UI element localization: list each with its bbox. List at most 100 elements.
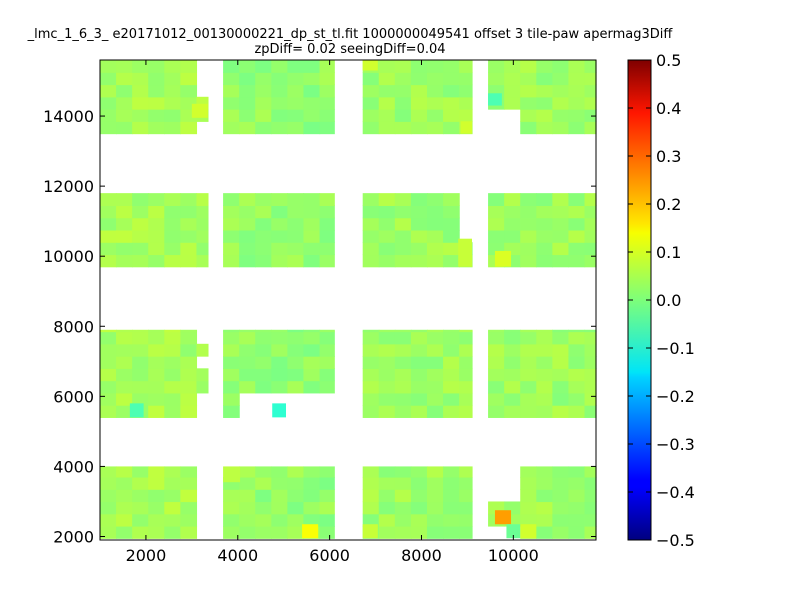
heatmap-cell-highlight xyxy=(458,238,472,267)
heatmap-cell xyxy=(239,109,256,122)
heatmap-cell xyxy=(410,489,428,503)
heatmap-cell xyxy=(584,72,597,86)
heatmap-cell xyxy=(394,242,412,256)
heatmap-cell xyxy=(132,466,149,478)
heatmap-cell xyxy=(196,193,209,206)
heatmap-cell xyxy=(239,329,256,333)
heatmap-cell xyxy=(116,489,133,503)
heatmap-cell xyxy=(180,121,198,135)
plot-frame xyxy=(99,59,597,541)
heatmap-cell xyxy=(504,72,521,86)
heatmap-cell xyxy=(303,217,321,231)
heatmap-cell xyxy=(410,368,428,382)
heatmap-cell xyxy=(520,392,537,406)
heatmap-cell xyxy=(303,109,321,122)
heatmap-cell xyxy=(536,217,553,231)
heatmap-cell xyxy=(116,121,133,135)
heatmap-cell xyxy=(568,368,586,382)
heatmap-cell xyxy=(116,60,133,73)
heatmap-cell xyxy=(239,476,256,490)
heatmap-cell xyxy=(568,525,586,539)
heatmap-cell xyxy=(410,501,428,515)
heatmap-cell xyxy=(410,96,428,110)
heatmap-cell xyxy=(426,380,444,394)
heatmap-cell xyxy=(116,254,133,268)
heatmap-cell xyxy=(164,242,181,256)
heatmap-cell xyxy=(164,392,181,406)
heatmap-cell xyxy=(410,329,428,333)
heatmap-cell xyxy=(148,96,165,110)
heatmap-cell xyxy=(536,466,553,478)
heatmap-cell xyxy=(378,109,396,122)
heatmap-cell xyxy=(520,405,537,418)
heatmap-cell xyxy=(271,96,288,110)
heatmap-cell xyxy=(520,513,537,527)
heatmap-cell xyxy=(394,405,412,418)
heatmap-cell xyxy=(164,109,181,122)
heatmap-cell xyxy=(552,242,570,256)
heatmap-cell xyxy=(116,84,133,98)
heatmap-cell xyxy=(504,205,521,219)
heatmap-cell xyxy=(164,205,181,219)
heatmap-cell xyxy=(443,368,460,382)
heatmap-cell xyxy=(394,229,412,243)
heatmap-cell xyxy=(287,368,305,382)
heatmap-cell xyxy=(319,466,335,478)
heatmap-cell xyxy=(536,242,553,256)
heatmap-cell xyxy=(426,72,444,86)
heatmap-cell xyxy=(568,392,586,406)
heatmap-cell xyxy=(164,72,181,86)
heatmap-cell xyxy=(132,121,149,135)
heatmap-cell xyxy=(520,329,537,333)
heatmap-cell xyxy=(568,489,586,503)
heatmap-cell xyxy=(443,525,460,539)
heatmap-cell xyxy=(223,513,240,527)
heatmap-cell xyxy=(287,513,305,527)
heatmap-cell xyxy=(255,343,272,357)
heatmap-cell xyxy=(271,368,288,382)
heatmap-cell xyxy=(223,84,240,98)
heatmap-cell xyxy=(180,343,198,357)
heatmap-cell xyxy=(303,331,321,345)
heatmap-cell xyxy=(196,205,209,219)
heatmap-cell xyxy=(148,343,165,357)
heatmap-cell xyxy=(303,242,321,256)
heatmap-cell xyxy=(410,205,428,219)
heatmap-cell xyxy=(520,356,537,369)
chart-title: _lmc_1_6_3_ e20171012_00130000221_dp_st_… xyxy=(27,27,674,42)
heatmap-cell xyxy=(271,329,288,333)
heatmap-cell xyxy=(394,501,412,515)
heatmap-cell xyxy=(148,242,165,256)
heatmap-cell xyxy=(271,489,288,503)
heatmap-cell xyxy=(148,84,165,98)
heatmap-cell xyxy=(100,121,117,135)
heatmap-cell xyxy=(362,229,380,243)
heatmap-cell xyxy=(394,84,412,98)
heatmap-cell xyxy=(378,193,396,206)
heatmap-cell xyxy=(520,193,537,206)
heatmap-cell xyxy=(287,109,305,122)
x-tick-label: 2000 xyxy=(126,546,167,565)
heatmap-cell xyxy=(459,405,473,418)
heatmap-cell xyxy=(271,242,288,256)
heatmap-cell xyxy=(223,72,240,86)
heatmap-cell xyxy=(148,121,165,135)
heatmap-cell xyxy=(148,229,165,243)
heatmap-cell xyxy=(536,331,553,345)
heatmap-cell xyxy=(180,229,198,243)
heatmap-cell xyxy=(287,254,305,268)
heatmap-cell xyxy=(568,513,586,527)
heatmap-cell xyxy=(255,242,272,256)
heatmap-cell xyxy=(164,343,181,357)
heatmap-cell xyxy=(568,343,586,357)
heatmap-cell xyxy=(426,96,444,110)
heatmap-cell xyxy=(319,368,335,382)
heatmap-cell xyxy=(426,242,444,256)
heatmap-cell xyxy=(394,329,412,333)
y-tick-label: 12000 xyxy=(43,177,94,196)
heatmap-cell xyxy=(568,84,586,98)
heatmap-cell xyxy=(239,193,256,206)
heatmap-cell xyxy=(271,466,288,478)
heatmap-cell xyxy=(584,121,597,135)
heatmap-cell xyxy=(303,254,321,268)
